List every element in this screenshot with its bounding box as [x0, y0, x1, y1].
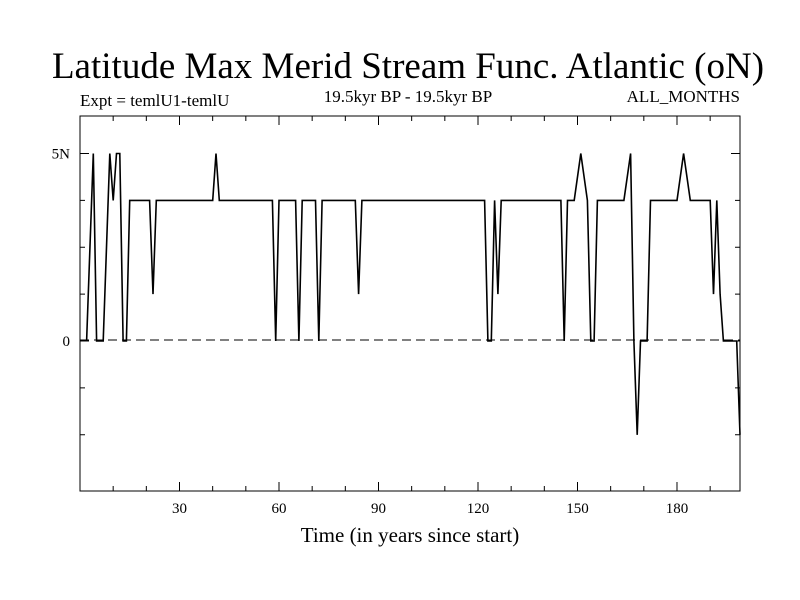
- chart-title: Latitude Max Merid Stream Func. Atlantic…: [52, 46, 764, 87]
- x-axis-label: Time (in years since start): [301, 523, 520, 547]
- x-tick-label: 90: [371, 501, 386, 517]
- x-tick-label: 120: [467, 501, 490, 517]
- x-tick-label: 60: [271, 501, 286, 517]
- series-layer: [85, 152, 741, 435]
- experiment-label: Expt = temlU1-temlU: [80, 91, 229, 110]
- axis-tick-labels: 30 60 90 120 150 180 0 5N: [52, 147, 689, 518]
- months-label: ALL_MONTHS: [627, 87, 740, 106]
- series-line: [85, 152, 741, 435]
- period-label: 19.5kyr BP - 19.5kyr BP: [324, 87, 492, 106]
- x-tick-label: 180: [666, 501, 689, 517]
- plot-frame: [79, 115, 741, 492]
- x-tick-label: 30: [172, 501, 187, 517]
- y-tick-label: 5N: [52, 147, 71, 163]
- axis-ticks: [80, 116, 740, 491]
- y-tick-label: 0: [63, 334, 71, 350]
- x-tick-label: 150: [566, 501, 589, 517]
